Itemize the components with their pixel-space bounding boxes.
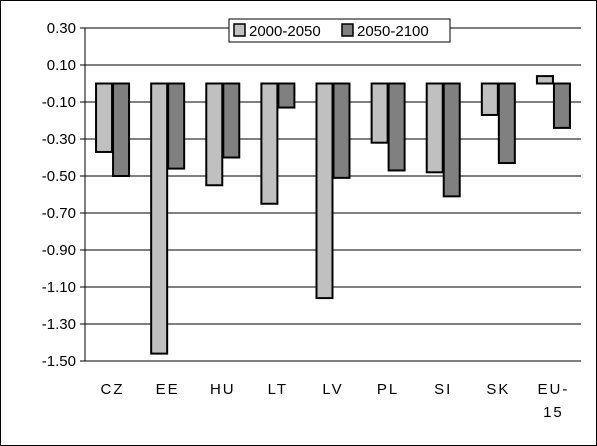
x-tick-label-line: EE <box>156 381 180 398</box>
legend-swatch <box>341 23 354 37</box>
bar-2000-2050-LV <box>315 82 334 300</box>
bar-2050-2100-SI <box>442 82 461 198</box>
bar-2000-2050-EU-15 <box>535 75 554 85</box>
bar-2000-2050-CZ <box>95 82 114 153</box>
y-tick-label: -0.30 <box>42 131 76 148</box>
y-tick-label: -0.50 <box>42 168 76 185</box>
x-tick-label: SI <box>434 381 452 398</box>
bars <box>95 75 571 355</box>
bar-2000-2050-PL <box>370 82 389 144</box>
y-axis-tick-labels: 0.30 0.10 -0.10 -0.30 -0.50 -0.70 -0.90 -1.10 -1… <box>42 20 76 370</box>
x-tick-label: SK <box>486 381 510 398</box>
x-axis-tick-labels: CZ EE HU LT LV PL SI SK EU- 15 <box>101 381 570 421</box>
x-tick-label: PL <box>377 381 399 398</box>
x-tick-label: CZ <box>101 381 125 398</box>
bar-2050-2100-CZ <box>112 82 131 177</box>
x-tick-label-line: 15 <box>543 404 564 421</box>
legend-box <box>228 18 451 43</box>
x-tick-label-line: HU <box>210 381 236 398</box>
x-tick-label-line: PL <box>377 381 399 398</box>
legend-label: 2050-2100 <box>357 23 429 40</box>
y-tick-label: -0.70 <box>42 205 76 222</box>
x-tick-label: LV <box>322 381 343 398</box>
y-tick-label: -0.10 <box>42 94 76 111</box>
x-tick-label: LT <box>268 381 288 398</box>
bar-2050-2100-LT <box>277 82 296 109</box>
y-tick-label: -0.90 <box>42 242 76 259</box>
bar-2050-2100-EU-15 <box>552 82 571 129</box>
bar-2050-2100-SK <box>497 82 516 165</box>
y-tick-label: -1.10 <box>42 279 76 296</box>
legend-label: 2000-2050 <box>249 23 321 40</box>
x-tick-label-line: CZ <box>101 381 125 398</box>
y-tick-label: 0.30 <box>47 20 76 37</box>
bar-2050-2100-LV <box>332 82 351 179</box>
bar-2050-2100-EE <box>167 82 186 170</box>
x-tick-label: HU <box>210 381 236 398</box>
y-tick-label: -1.30 <box>42 316 76 333</box>
x-tick-label: EE <box>156 381 180 398</box>
bar-2050-2100-HU <box>222 82 241 159</box>
x-tick-label-line: LT <box>268 381 288 398</box>
bar-2000-2050-SI <box>425 82 444 174</box>
bar-2000-2050-HU <box>205 82 224 187</box>
x-tick-label-line: SI <box>434 381 452 398</box>
bar-2000-2050-LT <box>260 82 279 205</box>
bar-2000-2050-SK <box>480 82 499 116</box>
x-tick-label-line: LV <box>322 381 343 398</box>
x-tick-label: EU- 15 <box>538 381 570 421</box>
bar-2050-2100-PL <box>387 82 406 172</box>
legend: 2000-2050 2050-2100 <box>228 18 451 43</box>
y-tick-label: 0.10 <box>47 57 76 74</box>
x-tick-label-line: SK <box>486 381 510 398</box>
y-tick-label: -1.50 <box>42 353 76 370</box>
legend-swatch <box>233 23 246 37</box>
x-tick-label-line: EU- <box>538 381 570 398</box>
bar-2000-2050-EE <box>150 82 169 355</box>
